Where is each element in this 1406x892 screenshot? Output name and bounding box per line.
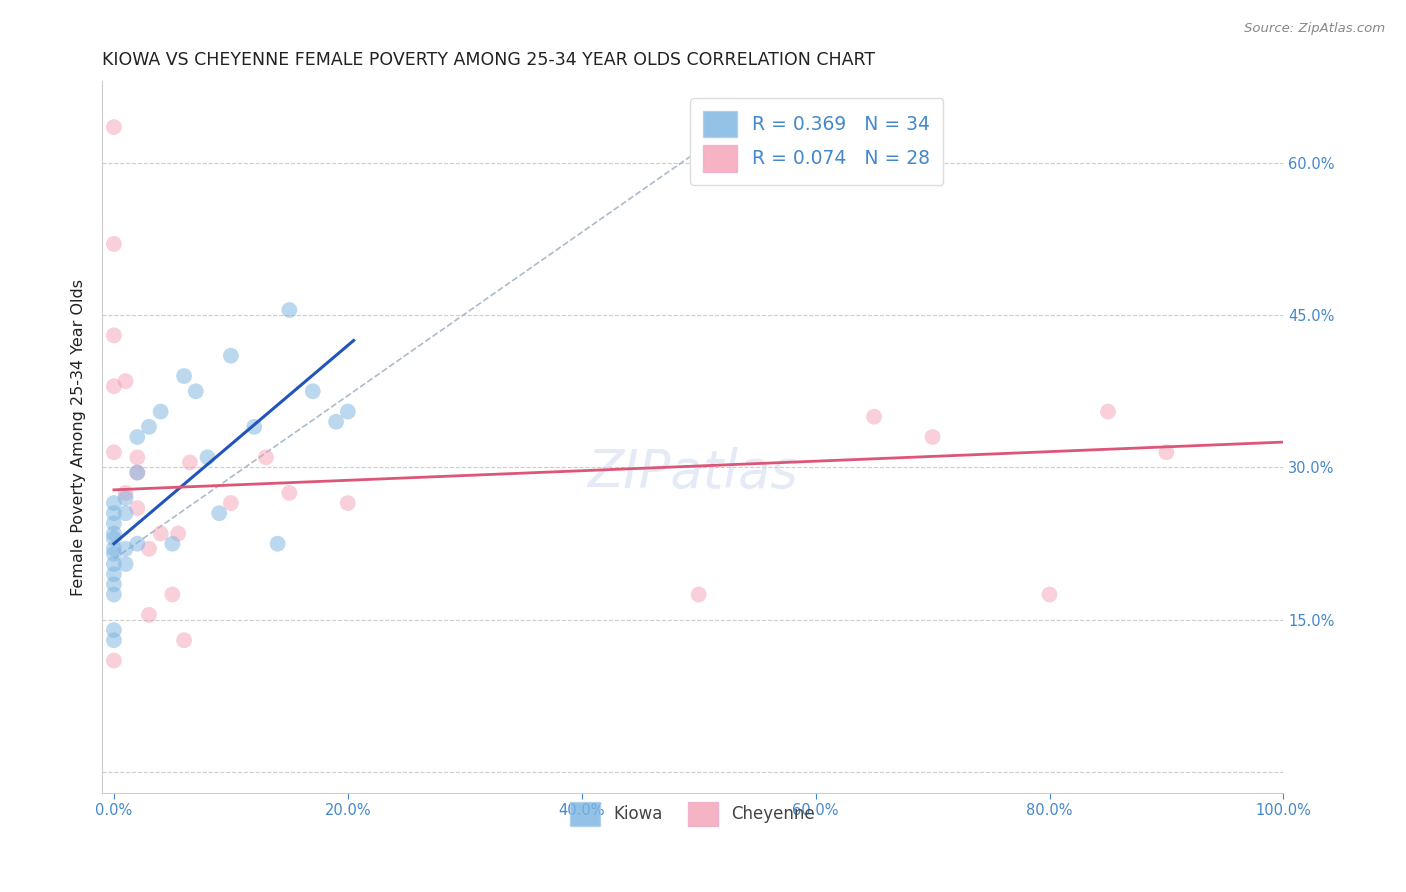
Point [138, 607, 160, 622]
Point [167, 526, 190, 541]
Point [103, 547, 125, 561]
Point [103, 445, 125, 459]
Point [336, 496, 359, 510]
Legend: Kiowa, Cheyenne: Kiowa, Cheyenne [562, 794, 824, 834]
Point [103, 328, 125, 343]
Point [162, 537, 184, 551]
Point [103, 379, 125, 393]
Point [219, 496, 242, 510]
Point [103, 633, 125, 648]
Point [138, 541, 160, 556]
Point [103, 506, 125, 520]
Point [127, 450, 149, 465]
Point [103, 236, 125, 251]
Point [219, 349, 242, 363]
Point [266, 537, 288, 551]
Point [103, 526, 125, 541]
Text: ZIPatlas: ZIPatlas [588, 447, 799, 499]
Point [1097, 404, 1119, 418]
Point [173, 369, 195, 384]
Point [162, 587, 184, 601]
Point [103, 623, 125, 637]
Point [179, 455, 201, 469]
Point [114, 557, 136, 571]
Point [149, 404, 172, 418]
Point [127, 466, 149, 480]
Point [103, 496, 125, 510]
Point [127, 537, 149, 551]
Point [1038, 587, 1060, 601]
Point [197, 450, 219, 465]
Point [336, 404, 359, 418]
Point [149, 526, 172, 541]
Point [301, 384, 323, 399]
Point [103, 654, 125, 668]
Point [208, 506, 231, 520]
Point [127, 501, 149, 516]
Point [114, 486, 136, 500]
Point [114, 491, 136, 505]
Point [103, 567, 125, 582]
Point [173, 633, 195, 648]
Point [127, 466, 149, 480]
Point [114, 506, 136, 520]
Point [138, 420, 160, 434]
Point [103, 516, 125, 531]
Text: KIOWA VS CHEYENNE FEMALE POVERTY AMONG 25-34 YEAR OLDS CORRELATION CHART: KIOWA VS CHEYENNE FEMALE POVERTY AMONG 2… [103, 51, 876, 69]
Point [1156, 445, 1178, 459]
Point [254, 450, 277, 465]
Point [278, 486, 301, 500]
Point [103, 587, 125, 601]
Y-axis label: Female Poverty Among 25-34 Year Olds: Female Poverty Among 25-34 Year Olds [72, 278, 86, 596]
Point [103, 577, 125, 591]
Point [103, 532, 125, 546]
Point [325, 415, 347, 429]
Point [114, 374, 136, 388]
Point [863, 409, 886, 424]
Point [278, 303, 301, 318]
Point [103, 557, 125, 571]
Point [127, 430, 149, 444]
Point [921, 430, 943, 444]
Point [103, 541, 125, 556]
Point [114, 541, 136, 556]
Point [688, 587, 710, 601]
Point [184, 384, 207, 399]
Text: Source: ZipAtlas.com: Source: ZipAtlas.com [1244, 22, 1385, 36]
Point [103, 120, 125, 134]
Point [243, 420, 266, 434]
